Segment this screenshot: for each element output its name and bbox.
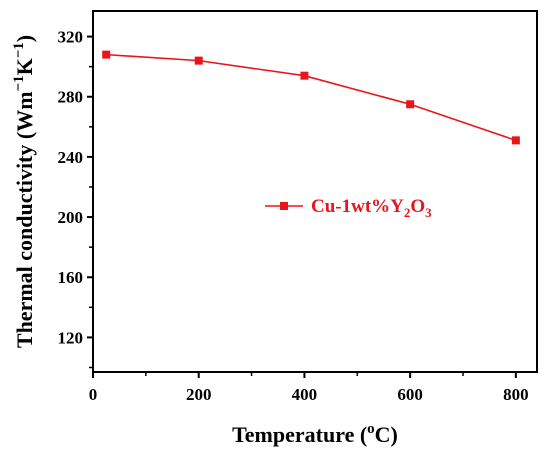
y-axis-title-part: ): [12, 35, 37, 42]
y-tick-label: 280: [58, 88, 84, 107]
legend-label-part: Cu-1wt%Y: [311, 196, 404, 217]
y-axis-title-part: Thermal conductivity (Wm: [12, 91, 37, 348]
y-tick-label: 320: [58, 28, 84, 47]
plot-frame: [92, 10, 538, 373]
y-axis-title-part: K: [12, 58, 37, 75]
x-tick-label: 600: [397, 385, 423, 404]
data-point: [406, 100, 415, 109]
y-axis-title: Thermal conductivity (Wm−1K−1): [11, 35, 37, 348]
legend-marker: [280, 202, 288, 210]
y-tick-label: 120: [58, 328, 84, 347]
data-point: [194, 56, 203, 65]
x-axis-title: Temperature (oC): [232, 421, 398, 447]
legend-label: Cu-1wt%Y2O3: [311, 196, 432, 220]
plot-area: 0 200 400 600 800 120 160 200 240 280 320 Cu-1wt%Y2…: [58, 10, 538, 404]
x-tick-label: 800: [503, 385, 529, 404]
x-tick-label: 0: [89, 385, 98, 404]
legend-label-part: 3: [425, 205, 432, 220]
x-axis-title-part: C): [375, 422, 398, 447]
data-point: [511, 136, 520, 145]
legend-label-part: O: [410, 196, 425, 217]
x-axis-title-part: o: [367, 421, 375, 437]
series-line: [106, 53, 517, 142]
y-tick-label: 200: [58, 208, 84, 227]
data-point: [300, 71, 309, 80]
y-tick-label: 240: [58, 148, 84, 167]
x-axis-title-part: Temperature (: [232, 422, 367, 447]
y-tick-label: 160: [58, 268, 84, 287]
y-axis-title-part: −1: [11, 75, 27, 91]
x-tick-label: 200: [186, 385, 212, 404]
x-tick-label: 400: [292, 385, 318, 404]
legend-label-part: 2: [404, 205, 411, 220]
data-point: [102, 50, 111, 59]
y-axis-title-part: −1: [11, 42, 27, 58]
